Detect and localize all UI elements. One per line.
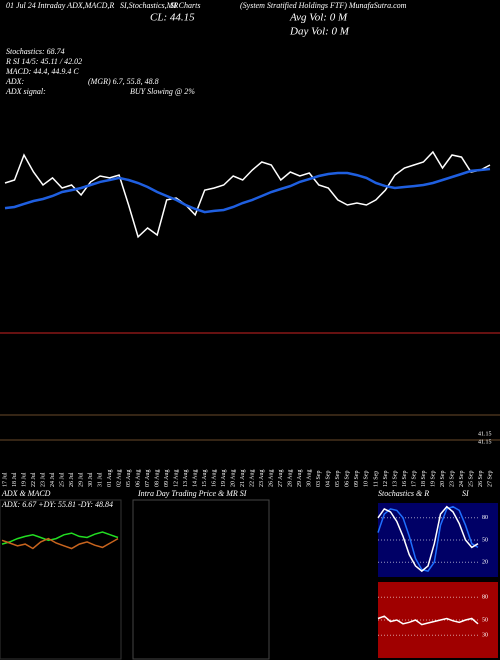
- x-tick-label: 19 Sep: [430, 471, 436, 488]
- header-text: SI Charts: [170, 1, 200, 10]
- x-tick-label: 27 Aug: [278, 469, 284, 487]
- x-tick-label: 04 Sep: [326, 471, 332, 488]
- series-line: [1, 537, 119, 550]
- y-tick-label: 50: [482, 617, 488, 623]
- x-tick-label: 10 Sep: [364, 471, 370, 488]
- x-tick-label: 01 Aug: [107, 469, 113, 487]
- x-tick-label: 14 Aug: [193, 469, 199, 487]
- day-vol: Day Vol: 0 M: [289, 26, 350, 38]
- intraday-frame: [132, 499, 270, 660]
- header-text: SI,Stochastics,MR: [120, 1, 178, 10]
- x-tick-label: 23 Sep: [449, 471, 455, 488]
- panel-title: Stochastics & R: [378, 489, 429, 498]
- x-tick-label: 17 Jul: [2, 472, 8, 487]
- stat: ADX:: [5, 77, 25, 86]
- x-tick-label: 22 Jul: [31, 472, 37, 487]
- x-tick-label: 24 Sep: [459, 471, 465, 488]
- x-tick-label: 17 Sep: [411, 471, 417, 488]
- stat: MACD: 44.4, 44.9.4 C: [5, 67, 79, 76]
- x-tick-label: 24 Jul: [50, 472, 56, 487]
- x-tick-label: 31 Jul: [97, 472, 103, 487]
- x-tick-label: 13 Sep: [392, 471, 398, 488]
- series-line: [4, 167, 491, 214]
- series-line: [4, 150, 491, 239]
- x-tick-label: 30 Aug: [307, 469, 313, 487]
- panel-title: ADX & MACD: [1, 489, 51, 498]
- x-tick-label: 06 Sep: [345, 471, 351, 488]
- x-tick-label: 16 Aug: [212, 469, 218, 487]
- panel-title: Intra Day Trading Price & MR SI: [137, 489, 247, 498]
- stat: R SI 14/5: 45.11 / 42.02: [5, 57, 82, 66]
- x-tick-label: 20 Sep: [440, 471, 446, 488]
- x-tick-label: 09 Aug: [164, 469, 170, 487]
- series-line: [377, 505, 479, 573]
- avg-vol: Avg Vol: 0 M: [289, 12, 348, 24]
- x-tick-label: 29 Jul: [78, 472, 84, 487]
- panel-subtitle: SI: [462, 489, 469, 498]
- x-tick-label: 09 Sep: [354, 471, 360, 488]
- stat: Stochastics: 68.74: [6, 47, 65, 56]
- series-line: [1, 531, 119, 545]
- x-tick-label: 25 Jul: [59, 472, 65, 487]
- series-line: [377, 615, 479, 626]
- x-tick-label: 26 Jul: [69, 472, 75, 487]
- x-tick-label: 26 Sep: [478, 471, 484, 488]
- x-tick-label: 20 Aug: [231, 469, 237, 487]
- y-tick-label: 20: [482, 560, 488, 566]
- x-tick-label: 28 Aug: [288, 469, 294, 487]
- x-tick-label: 30 Jul: [88, 472, 94, 487]
- x-tick-label: 12 Aug: [174, 469, 180, 487]
- x-tick-label: 13 Aug: [183, 469, 189, 487]
- x-tick-label: 23 Jul: [40, 472, 46, 487]
- y-tick-label: 80: [482, 515, 488, 521]
- x-tick-label: 29 Aug: [297, 469, 303, 487]
- stat: (MGR) 6.7, 55.8, 48.8: [88, 77, 159, 86]
- y-tick-label: 50: [482, 537, 488, 543]
- panel-frame: [0, 499, 122, 660]
- x-tick-label: 25 Sep: [468, 471, 474, 488]
- stat: ADX signal:: [5, 87, 46, 96]
- x-tick-label: 22 Aug: [250, 469, 256, 487]
- x-tick-label: 26 Aug: [269, 469, 275, 487]
- x-tick-label: 03 Sep: [316, 471, 322, 488]
- x-tick-label: 05 Aug: [126, 469, 132, 487]
- level-label: 41.15: [478, 431, 492, 437]
- x-tick-label: 18 Jul: [12, 472, 18, 487]
- close: CL: 44.15: [150, 12, 195, 24]
- series-line: [377, 505, 479, 572]
- x-tick-label: 05 Sep: [335, 471, 341, 488]
- header-text: 01 Jul 24 Intraday ADX,MACD,R: [6, 1, 114, 10]
- y-tick-label: 80: [482, 595, 488, 601]
- x-tick-label: 23 Aug: [259, 469, 265, 487]
- x-tick-label: 08 Aug: [155, 469, 161, 487]
- x-tick-label: 19 Aug: [221, 469, 227, 487]
- x-tick-label: 06 Aug: [136, 469, 142, 487]
- stat: BUY Slowing @ 2%: [130, 87, 195, 96]
- x-tick-label: 18 Sep: [421, 471, 427, 488]
- x-tick-label: 11 Sep: [373, 471, 379, 487]
- x-tick-label: 16 Sep: [402, 471, 408, 488]
- x-tick-label: 19 Jul: [21, 472, 27, 487]
- x-tick-label: 21 Aug: [240, 469, 246, 487]
- x-tick-label: 07 Aug: [145, 469, 151, 487]
- level-label: 41.15: [478, 439, 492, 445]
- header-text: (System Stratified Holdings FTF) MunafaS…: [240, 1, 407, 10]
- x-tick-label: 27 Sep: [487, 471, 493, 488]
- x-tick-label: 12 Sep: [383, 471, 389, 488]
- panel-subtitle: ADX: 6.67 +DY: 55.81 -DY: 48.84: [1, 500, 113, 509]
- x-tick-label: 02 Aug: [116, 469, 122, 487]
- x-tick-label: 15 Aug: [202, 469, 208, 487]
- y-tick-label: 30: [482, 633, 488, 639]
